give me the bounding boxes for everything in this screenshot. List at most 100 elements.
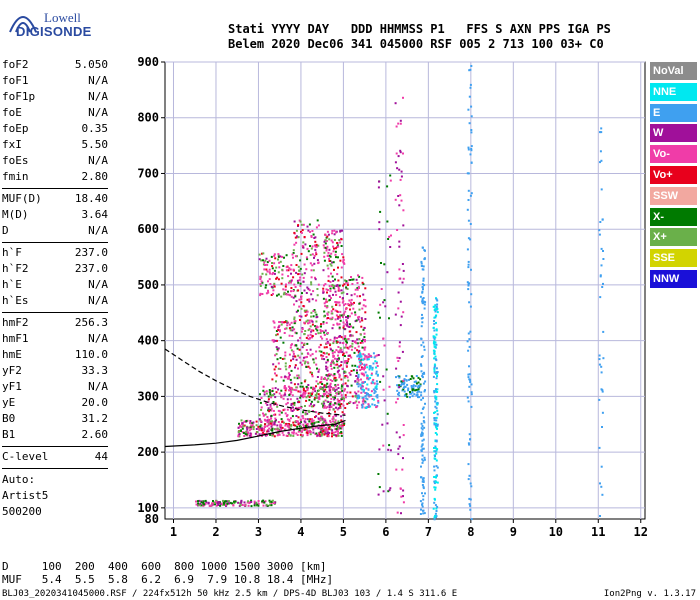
echo-dot [298,269,301,272]
echo-dot [434,358,437,361]
echo-dot [313,237,316,239]
echo-dot [300,330,303,333]
echo-dot [434,512,437,515]
echo-dot [291,335,294,337]
echo-dot [341,389,344,392]
echo-dot [279,368,282,370]
echo-dot [290,321,293,324]
param-label: h`Es [2,294,29,307]
echo-dot [313,309,316,311]
echo-dot [281,431,284,434]
echo-dot [602,330,605,333]
echo-dot [328,299,331,301]
echo-dot [322,425,325,427]
echo-dot [269,403,272,406]
echo-dot [276,403,279,406]
echo-dot [316,294,319,297]
echo-dot [409,378,412,380]
echo-dot [327,431,330,434]
echo-dot [353,301,355,304]
echo-dot [271,390,274,392]
echo-dot [259,425,262,428]
echo-dot [248,426,251,429]
echo-dot [277,329,280,331]
echo-dot [311,298,314,301]
echo-dot [278,330,281,333]
echo-dot [305,309,308,312]
echo-dot [340,289,343,292]
echo-dot [319,426,322,429]
echo-dot [272,320,275,323]
echo-dot [361,340,364,342]
echo-dot [369,405,372,408]
echo-dot [273,403,276,406]
echo-dot [305,256,308,259]
echo-dot [395,367,398,370]
echo-dot [469,223,472,225]
echo-dot [423,307,426,310]
echo-dot [302,280,305,283]
echo-dot [342,300,345,303]
echo-dot [336,322,339,325]
echo-dot [316,315,319,318]
echo-dot [325,306,328,309]
echo-dot [466,208,469,211]
echo-dot [331,317,334,320]
echo-dot [314,276,316,279]
echo-dot [365,397,368,400]
echo-dot [435,465,438,468]
echo-dot [360,388,363,391]
echo-dot [276,358,279,361]
echo-dot [468,365,470,368]
echo-dot [277,421,280,423]
param-value: 20.0 [81,396,109,409]
echo-dot [313,262,316,265]
echo-dot [337,428,340,431]
echo-dot [310,276,313,279]
echo-dot [270,394,273,397]
file-info-footnote: BLJ03_2020341045000.RSF / 224fx512h 50 k… [2,589,458,599]
echo-dot [357,390,360,393]
echo-dot [298,279,301,282]
echo-dot [340,431,343,433]
echo-dot [344,394,347,397]
echo-dot [328,317,331,320]
echo-dot [336,244,339,247]
echo-dot [422,479,425,482]
echo-dot [275,339,278,342]
param-value: 5.050 [74,58,108,71]
echo-dot [357,375,360,378]
echo-dot [358,361,361,364]
echo-dot [260,408,263,411]
echo-dot [336,426,339,429]
echo-dot [364,340,366,343]
echo-dot [284,428,287,431]
echo-dot [308,399,311,402]
echo-dot [287,281,290,284]
header-values: Belem 2020 Dec06 341 045000 RSF 005 2 71… [228,37,604,51]
echo-dot [395,376,397,379]
echo-dot [435,343,438,346]
echo-dot [424,380,427,383]
echo-dot [336,317,339,320]
echo-dot [329,280,332,283]
echo-dot [340,403,343,405]
echo-dot [466,248,469,251]
echo-dot [322,321,325,324]
echo-dot [277,255,280,258]
echo-dot [339,310,342,313]
echo-dot [301,328,304,330]
echo-dot [280,418,283,421]
echo-dot [365,363,368,366]
echo-dot [467,283,470,286]
echo-dot [305,268,308,271]
param-row: h`E N/A [2,277,108,293]
echo-dot [390,234,392,237]
echo-dot [328,373,331,376]
echo-dot [261,293,264,295]
echo-dot [328,389,331,392]
echo-dot [424,492,426,495]
echo-dot [295,300,298,303]
echo-dot [346,384,349,387]
echo-dot [276,333,279,336]
